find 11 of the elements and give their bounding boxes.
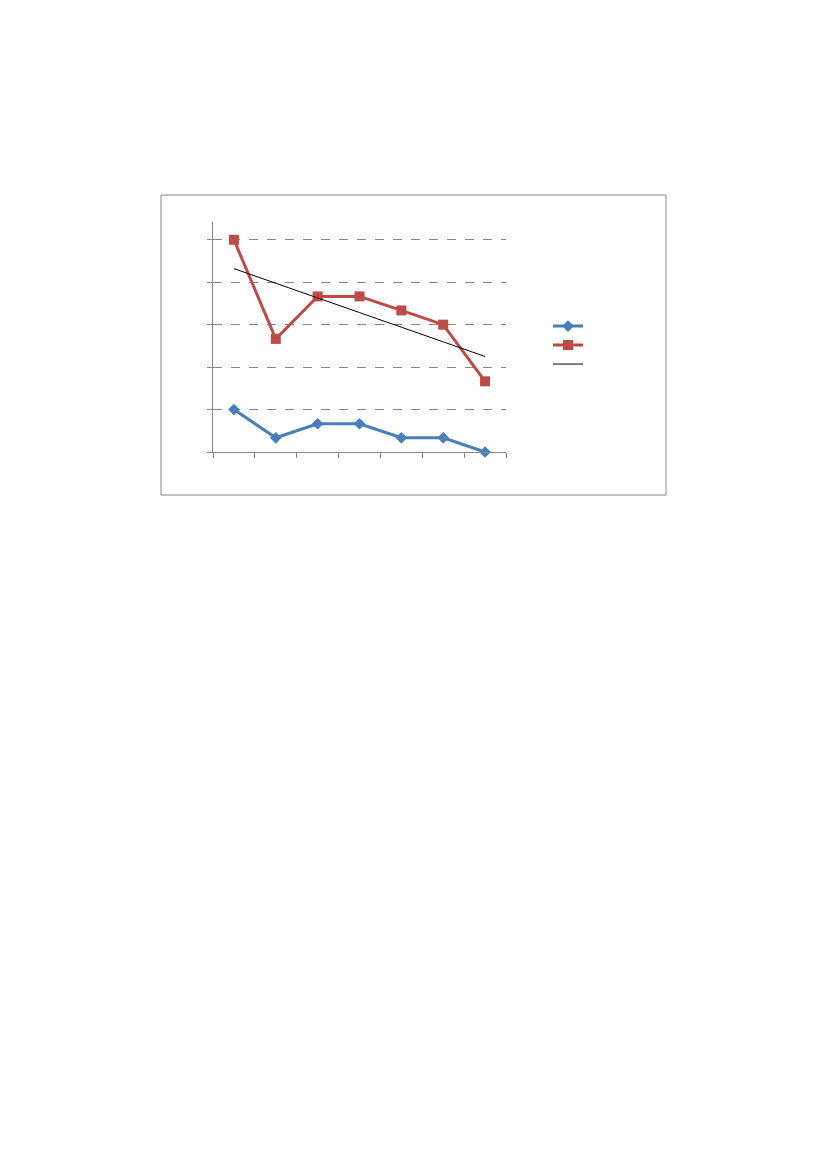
- point: [270, 333, 281, 344]
- point: [396, 305, 407, 316]
- point: [311, 417, 324, 430]
- point: [269, 431, 282, 444]
- point: [354, 291, 365, 302]
- point: [438, 319, 449, 330]
- point: [437, 431, 450, 444]
- point: [228, 403, 240, 416]
- point: [480, 376, 491, 387]
- point: [228, 234, 239, 245]
- point: [353, 417, 366, 430]
